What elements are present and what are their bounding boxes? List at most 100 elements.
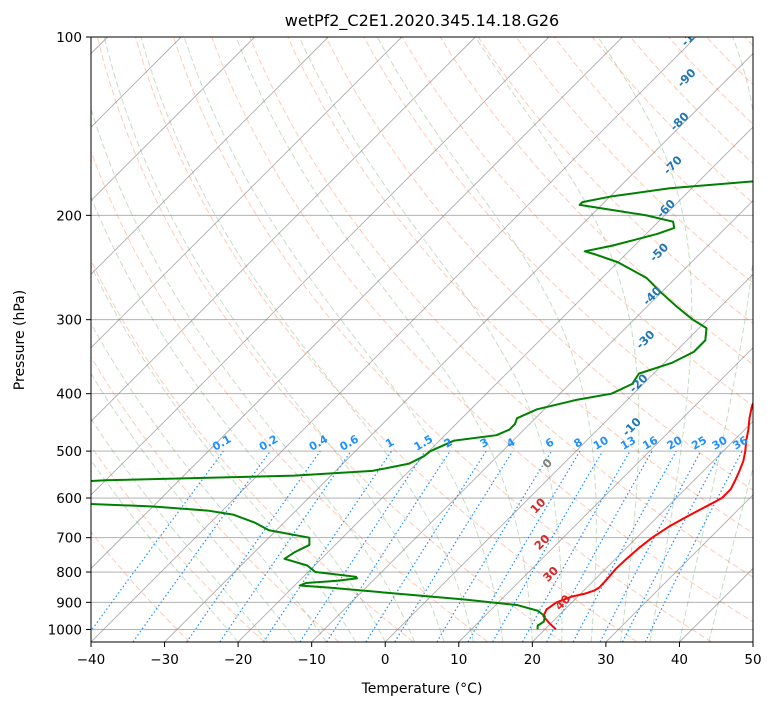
dry-adiabat	[91, 531, 191, 642]
dry-adiabat	[668, 37, 753, 125]
mixing-ratio-label: 0.1	[210, 433, 233, 454]
x-tick-label: 50	[744, 652, 761, 668]
mixing-ratio-line	[467, 450, 581, 642]
x-tick-label: −40	[77, 652, 106, 668]
mixing-ratio-label: 10	[591, 433, 611, 452]
axes: −40 −30 −20 −10 0 10 20 30 40 5010020030040050060…	[48, 30, 762, 668]
isotherm-line	[605, 494, 753, 642]
mixing-ratio-line	[132, 450, 271, 642]
y-tick-label: 100	[56, 30, 82, 46]
dry-adiabat	[592, 37, 753, 204]
mixing-ratio-label: 3	[478, 436, 491, 451]
mixing-ratio-line	[219, 450, 352, 642]
isotherm-line	[164, 52, 753, 642]
isotherm-line	[384, 273, 753, 642]
y-tick-label: 1000	[48, 622, 82, 638]
dry-adiabat	[91, 445, 265, 642]
y-tick-label: 200	[56, 208, 82, 224]
isotherm-line	[91, 37, 697, 642]
moist-adiabat	[298, 37, 563, 642]
x-tick-label: −30	[150, 652, 179, 668]
profile-lines	[91, 180, 753, 631]
isotherm-line	[91, 37, 550, 496]
mixing-ratio-label: 13	[618, 434, 638, 453]
isotherm-line	[91, 37, 255, 202]
isotherm-line	[91, 37, 623, 570]
isotherm-line	[532, 420, 753, 642]
y-tick-label: 700	[56, 531, 82, 547]
y-tick-label: 900	[56, 595, 82, 611]
x-axis-label: Temperature (°C)	[361, 681, 483, 697]
dry-adiabat	[96, 37, 563, 642]
moist-adiabat-label: 20	[531, 531, 552, 552]
dry-adiabat-label: -100	[678, 19, 708, 49]
moist-adiabat	[91, 459, 239, 642]
x-tick-label: −20	[224, 652, 253, 668]
mixing-ratio-line	[546, 450, 653, 642]
isotherm-line	[679, 567, 753, 642]
dry-adiabat-label: -80	[667, 109, 692, 134]
y-tick-label: 300	[56, 313, 82, 329]
moist-adiabat-label: 30	[540, 563, 561, 584]
mixing-ratio-line	[186, 450, 321, 642]
isotherm-line	[311, 200, 753, 642]
dry-adiabat	[211, 37, 753, 623]
mixing-ratio-label: 0.6	[338, 432, 362, 453]
dry-adiabat-label: -50	[647, 240, 672, 265]
dry-adiabat	[325, 37, 753, 491]
dry-adiabat	[91, 259, 414, 642]
isotherm-line	[458, 347, 753, 642]
isotherm-line	[91, 37, 403, 349]
dry-adiabat	[249, 37, 753, 578]
mixing-ratio-label: 30	[710, 433, 730, 452]
dry-adiabat	[173, 37, 713, 642]
x-tick-label: −10	[297, 652, 326, 668]
mixing-ratio-label: 0.2	[257, 433, 280, 454]
y-tick-label: 800	[56, 565, 82, 581]
mixing-ratio-line	[299, 450, 426, 642]
moist-adiabat	[91, 264, 357, 642]
x-tick-label: 0	[381, 652, 390, 668]
dry-adiabat	[744, 37, 753, 47]
y-tick-label: 400	[56, 387, 82, 403]
mixing-ratio-line	[394, 450, 514, 642]
chart-title: wetPf2_C2E1.2020.345.14.18.G26	[285, 11, 559, 31]
mixing-ratio-label: 0.4	[307, 432, 331, 453]
moist-adiabat	[91, 195, 386, 642]
isotherm-line	[91, 37, 329, 275]
mixing-ratio-label: 25	[689, 434, 709, 453]
mixing-ratio-line	[263, 450, 393, 642]
dry-adiabat	[91, 149, 489, 642]
dry-adiabat	[706, 37, 753, 86]
moist-adiabat	[475, 37, 640, 642]
moist-adiabat	[597, 37, 693, 642]
isotherm-line	[752, 641, 753, 642]
isotherm-line	[237, 126, 753, 642]
mixing-ratio-label: 2	[442, 436, 455, 451]
mixing-ratio-line	[326, 450, 451, 642]
y-tick-label: 500	[56, 444, 82, 460]
moist-adiabat-label: 40	[552, 592, 573, 613]
plot-frame	[90, 36, 754, 643]
mixing-ratio-label: 1	[383, 436, 396, 451]
moist-adiabat	[91, 322, 327, 642]
mixing-ratio-line	[91, 450, 225, 632]
dry-adiabat	[134, 37, 638, 642]
mixing-ratio-label: 16	[640, 433, 660, 452]
x-tick-label: 40	[671, 652, 688, 668]
moist-adiabat	[183, 37, 504, 642]
dry-adiabat	[477, 37, 753, 325]
mixing-ratio-label: 6	[543, 435, 556, 450]
moist-adiabat	[91, 107, 416, 642]
y-axis-label: Pressure (hPa)	[12, 290, 28, 390]
dry-adiabat-label: -90	[674, 66, 699, 91]
dry-adiabat-label: -20	[626, 371, 651, 396]
x-tick-label: 30	[597, 652, 614, 668]
isotherm-line	[91, 37, 476, 422]
moist-adiabat-label: 0	[539, 455, 555, 471]
dewpoint-profile	[91, 180, 753, 630]
line-labels: -100-90-80-70-60-50-40-30-20-100.1 0.2 0.4…	[210, 19, 750, 613]
moist-adiabat	[91, 372, 298, 642]
mixing-ratio-line	[572, 450, 677, 642]
